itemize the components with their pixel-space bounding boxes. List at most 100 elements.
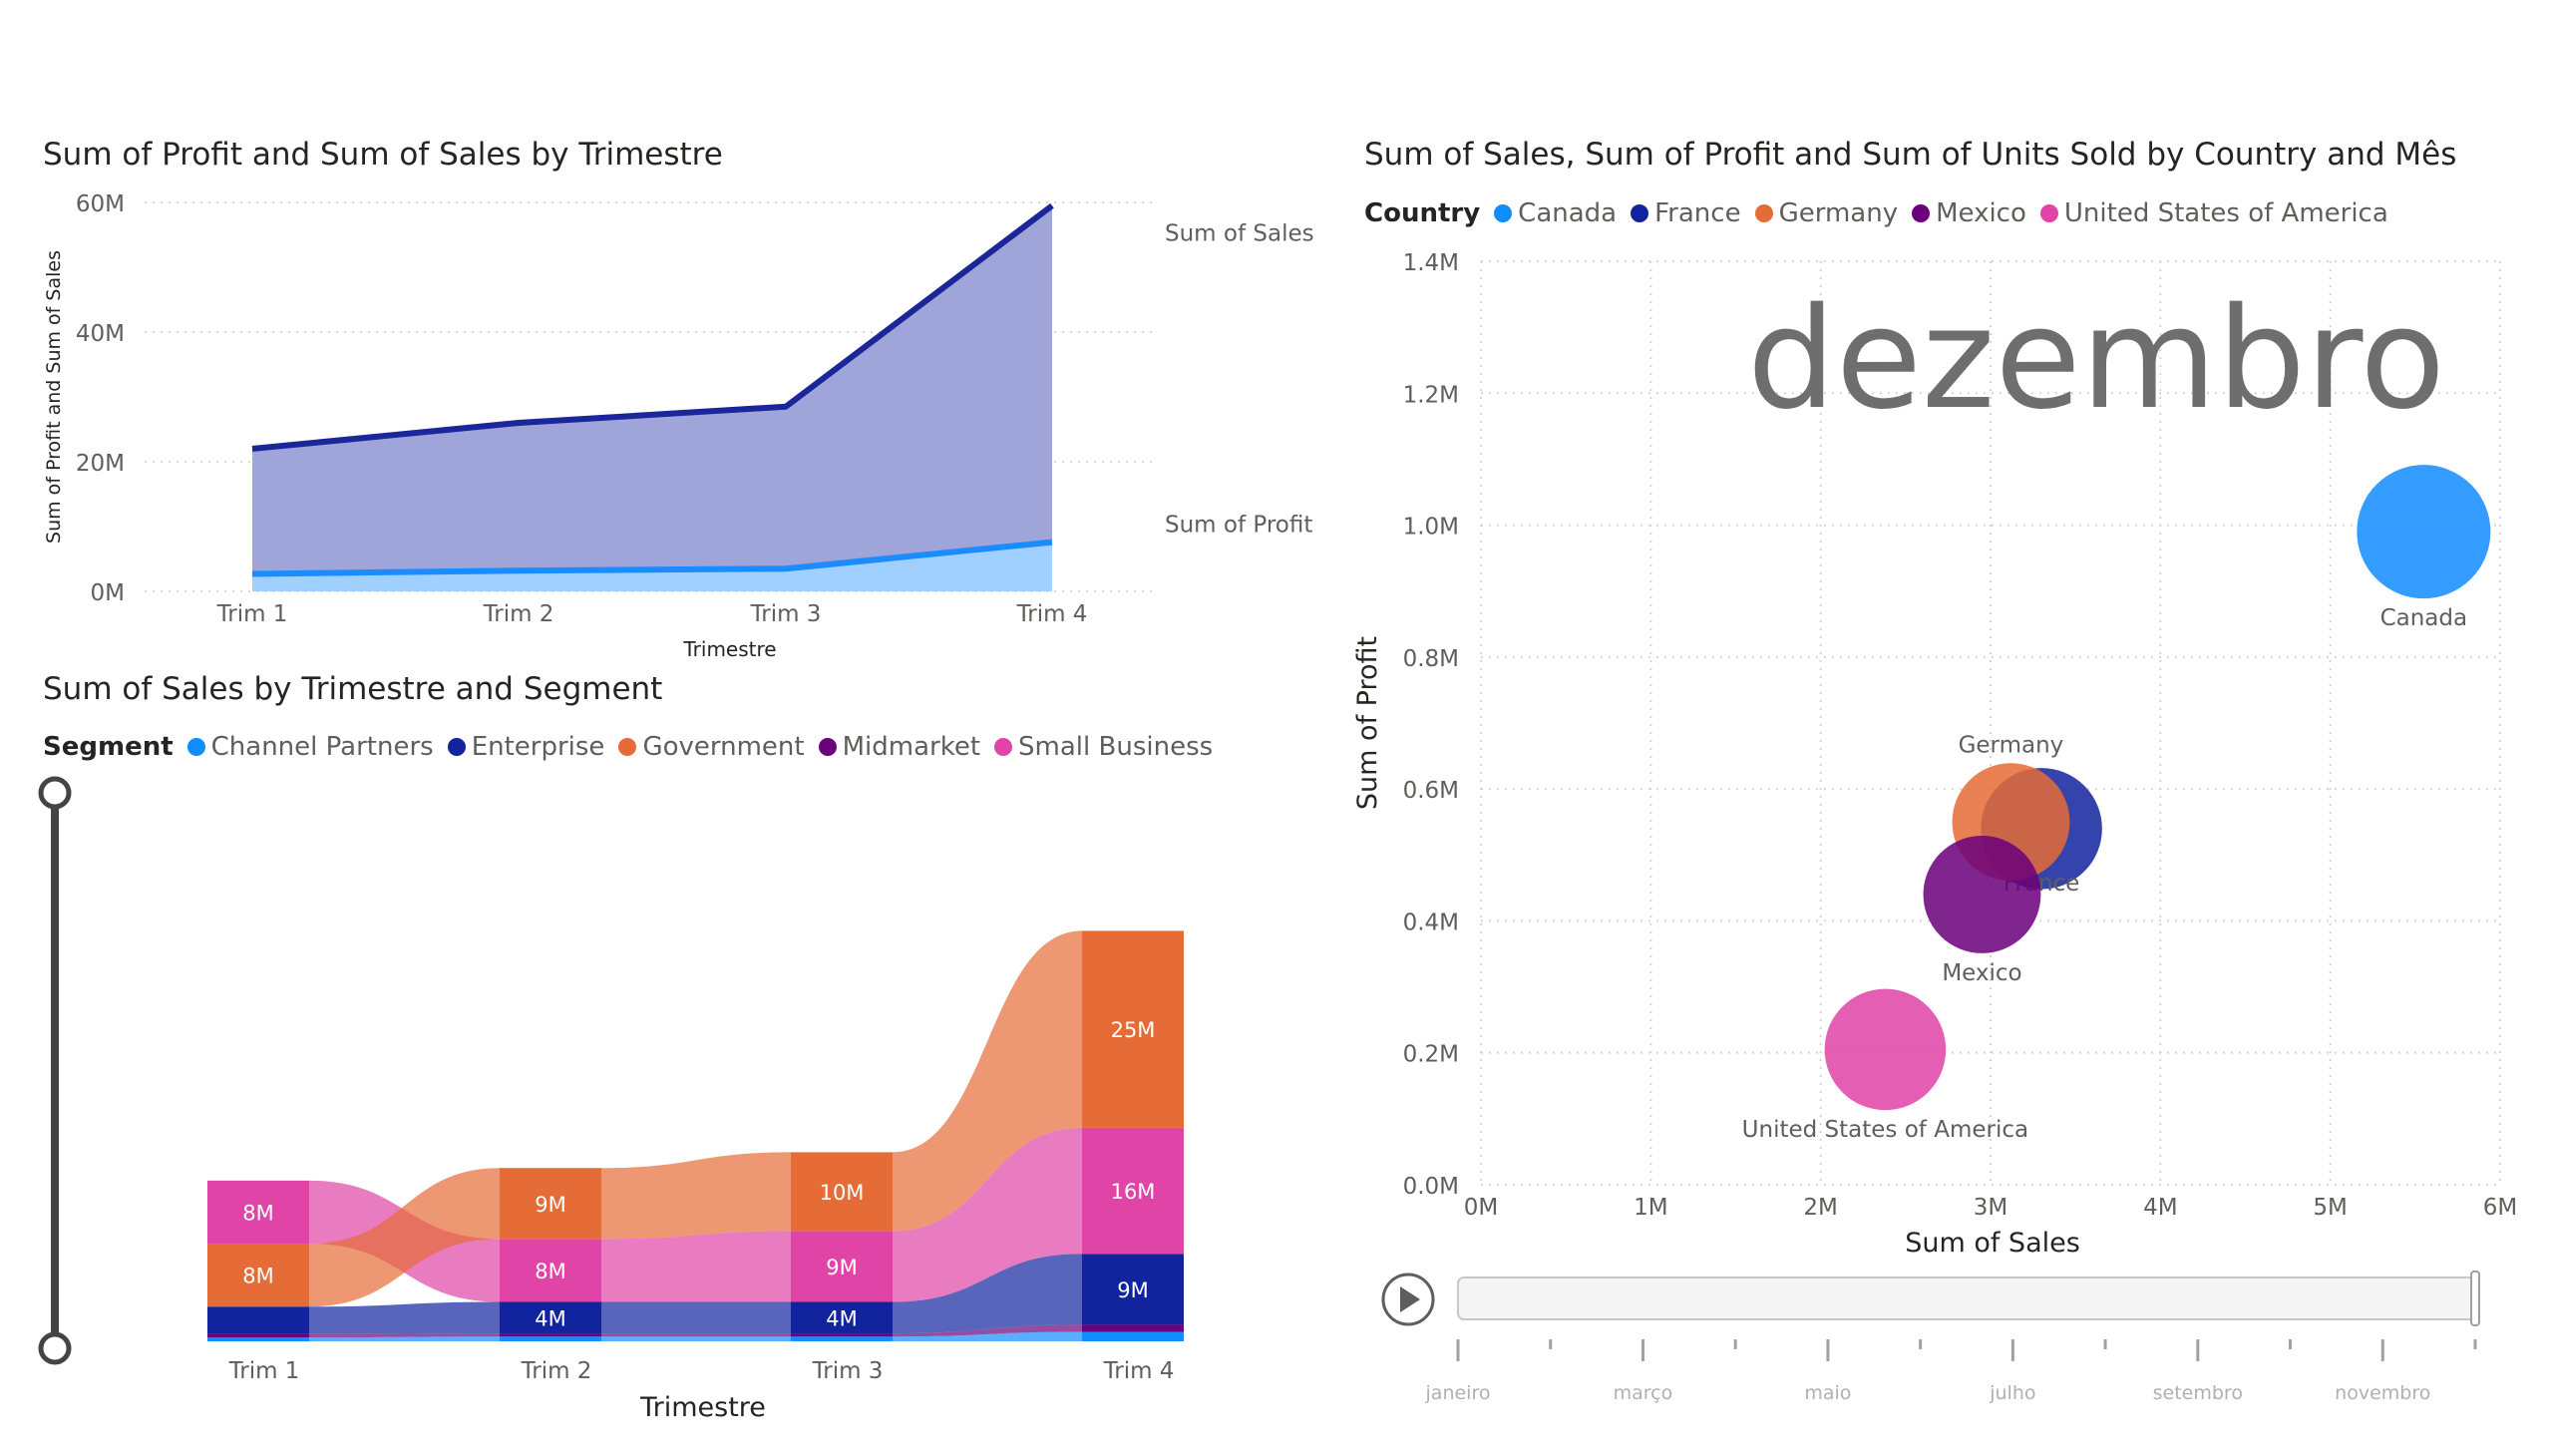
y-tick-label: 60M xyxy=(76,191,125,217)
ribbon-band xyxy=(893,930,1082,1232)
series-label-sales: Sum of Sales xyxy=(1165,220,1314,246)
x-axis-label: Trimestre xyxy=(639,1392,766,1423)
ribbon-segment[interactable] xyxy=(500,1333,601,1337)
segment-legend-item[interactable]: Midmarket xyxy=(818,732,980,762)
x-tick-label: Trim 2 xyxy=(483,601,554,627)
x-tick-label: 3M xyxy=(1974,1195,2007,1221)
ribbon-chart[interactable]: 8M 8M 4M 8M 9M 4M 9M 10M 9M 16M 25M Trim 1 Trim 2 Tri… xyxy=(0,768,1296,1456)
ribbon-segment[interactable] xyxy=(791,1301,893,1334)
country-legend-item[interactable]: United States of America xyxy=(2039,198,2388,228)
bubble-label: Germany xyxy=(1959,732,2064,758)
ribbon-segment[interactable] xyxy=(207,1180,309,1245)
country-legend-item[interactable]: Canada xyxy=(1494,198,1617,228)
bubble-label: Canada xyxy=(2380,605,2468,631)
y-tick-label: 1.2M xyxy=(1403,382,1459,408)
area-chart-title: Sum of Profit and Sum of Sales by Trimes… xyxy=(43,137,723,173)
ribbon-segment[interactable] xyxy=(207,1306,309,1334)
series-area xyxy=(252,205,1052,591)
play-axis-month-label: maio xyxy=(1804,1382,1851,1404)
ribbon-segment[interactable] xyxy=(207,1244,309,1307)
series-line[interactable] xyxy=(251,202,1054,452)
segment-legend-item[interactable]: Small Business xyxy=(994,732,1213,762)
y-tick-label: 1.0M xyxy=(1403,515,1459,541)
data-label: 9M xyxy=(1117,1278,1148,1302)
segment-legend: Segment Channel Partners Enterprise Govern… xyxy=(43,732,1227,762)
y-tick-label: 0.8M xyxy=(1403,646,1459,672)
ribbon-segment[interactable] xyxy=(207,1337,309,1341)
ribbon-segment[interactable] xyxy=(1082,1324,1184,1332)
legend-marker-icon xyxy=(1754,204,1773,222)
ribbon-segment[interactable] xyxy=(500,1239,601,1302)
legend-label: United States of America xyxy=(2063,198,2388,228)
legend-label: Mexico xyxy=(1936,198,2026,228)
country-legend-item[interactable]: Germany xyxy=(1754,198,1898,228)
ribbon-segment[interactable] xyxy=(1082,1254,1184,1325)
segment-legend-item[interactable]: Government xyxy=(618,732,805,762)
ribbon-segment[interactable] xyxy=(500,1301,601,1334)
ribbon-segment[interactable] xyxy=(1082,1331,1184,1341)
data-label: 8M xyxy=(242,1265,273,1288)
bubble[interactable] xyxy=(1923,836,2041,953)
x-tick-label: Trim 1 xyxy=(216,601,288,627)
segment-legend-item[interactable]: Channel Partners xyxy=(186,732,434,762)
series-area xyxy=(252,542,1052,591)
play-axis-track[interactable] xyxy=(1457,1276,2476,1320)
play-axis-month-label: janeiro xyxy=(1425,1382,1491,1404)
play-axis-handle[interactable] xyxy=(2470,1271,2480,1326)
bubble-label: Mexico xyxy=(1942,960,2021,986)
legend-label: Small Business xyxy=(1018,732,1214,762)
segment-legend-item[interactable]: Enterprise xyxy=(447,732,604,762)
ribbon-segment[interactable] xyxy=(500,1336,601,1341)
area-chart[interactable]: 0M 20M 40M 60M Sum of Profit and Sum of Sale… xyxy=(0,180,1336,668)
x-axis-label: Sum of Sales xyxy=(1905,1228,2080,1259)
ribbon-segment[interactable] xyxy=(791,1231,893,1302)
y-axis-label: Sum of Profit and Sum of Sales xyxy=(43,250,65,544)
bubble[interactable] xyxy=(1824,988,1947,1111)
bubble[interactable] xyxy=(2357,465,2491,599)
ribbon-band xyxy=(309,1333,500,1338)
ribbon-segment[interactable] xyxy=(791,1152,893,1232)
ribbon-segment[interactable] xyxy=(207,1333,309,1338)
series-label-profit: Sum of Profit xyxy=(1165,513,1312,539)
play-icon xyxy=(1400,1286,1420,1312)
ribbon-segment[interactable] xyxy=(1082,930,1184,1128)
country-legend: Country Canada France Germany Mexico United … xyxy=(1364,198,2402,228)
ribbon-band xyxy=(893,1331,1082,1341)
data-label: 16M xyxy=(1111,1180,1156,1204)
legend-marker-icon xyxy=(1912,204,1931,222)
ribbon-segment[interactable] xyxy=(791,1336,893,1341)
x-axis-label: Trimestre xyxy=(682,637,776,661)
data-label: 25M xyxy=(1111,1018,1156,1042)
country-legend-item[interactable]: France xyxy=(1631,198,1741,228)
data-label: 8M xyxy=(535,1260,565,1283)
ribbon-segment[interactable] xyxy=(500,1168,601,1240)
legend-marker-icon xyxy=(994,738,1013,756)
ribbon-band xyxy=(309,1301,500,1334)
ribbon-segment[interactable] xyxy=(791,1333,893,1337)
legend-marker-icon xyxy=(1631,204,1649,222)
ribbon-segment[interactable] xyxy=(1082,1127,1184,1255)
x-tick-label: 0M xyxy=(1464,1195,1498,1221)
legend-marker-icon xyxy=(447,738,466,756)
data-label: 9M xyxy=(826,1256,857,1279)
play-axis-month-label: julho xyxy=(1989,1382,2035,1404)
legend-marker-icon xyxy=(618,738,637,756)
y-tick-label: 0.6M xyxy=(1403,778,1459,804)
series-line[interactable] xyxy=(251,539,1053,577)
y-tick-label: 0.4M xyxy=(1403,910,1459,935)
data-label: 10M xyxy=(820,1181,865,1205)
data-label: 8M xyxy=(242,1201,273,1225)
zoom-slider-handle-bottom[interactable] xyxy=(38,1331,72,1365)
play-axis-month-label: novembro xyxy=(2335,1382,2430,1404)
x-tick-label: 6M xyxy=(2483,1195,2517,1221)
country-legend-item[interactable]: Mexico xyxy=(1912,198,2026,228)
x-tick-label: Trim 3 xyxy=(750,601,822,627)
y-tick-label: 0.0M xyxy=(1403,1174,1459,1200)
data-label: 4M xyxy=(535,1306,565,1330)
legend-marker-icon xyxy=(1494,204,1513,222)
legend-marker-icon xyxy=(818,738,837,756)
scatter-chart[interactable]: 0.0M 0.2M 0.4M 0.6M 0.8M 1.0M 1.2M 1.4M 0M 1M 2M 3M… xyxy=(1336,229,2553,1456)
ribbon-band xyxy=(893,1127,1082,1302)
play-axis-month-label: março xyxy=(1614,1382,1673,1404)
zoom-slider-handle-top[interactable] xyxy=(38,776,72,810)
